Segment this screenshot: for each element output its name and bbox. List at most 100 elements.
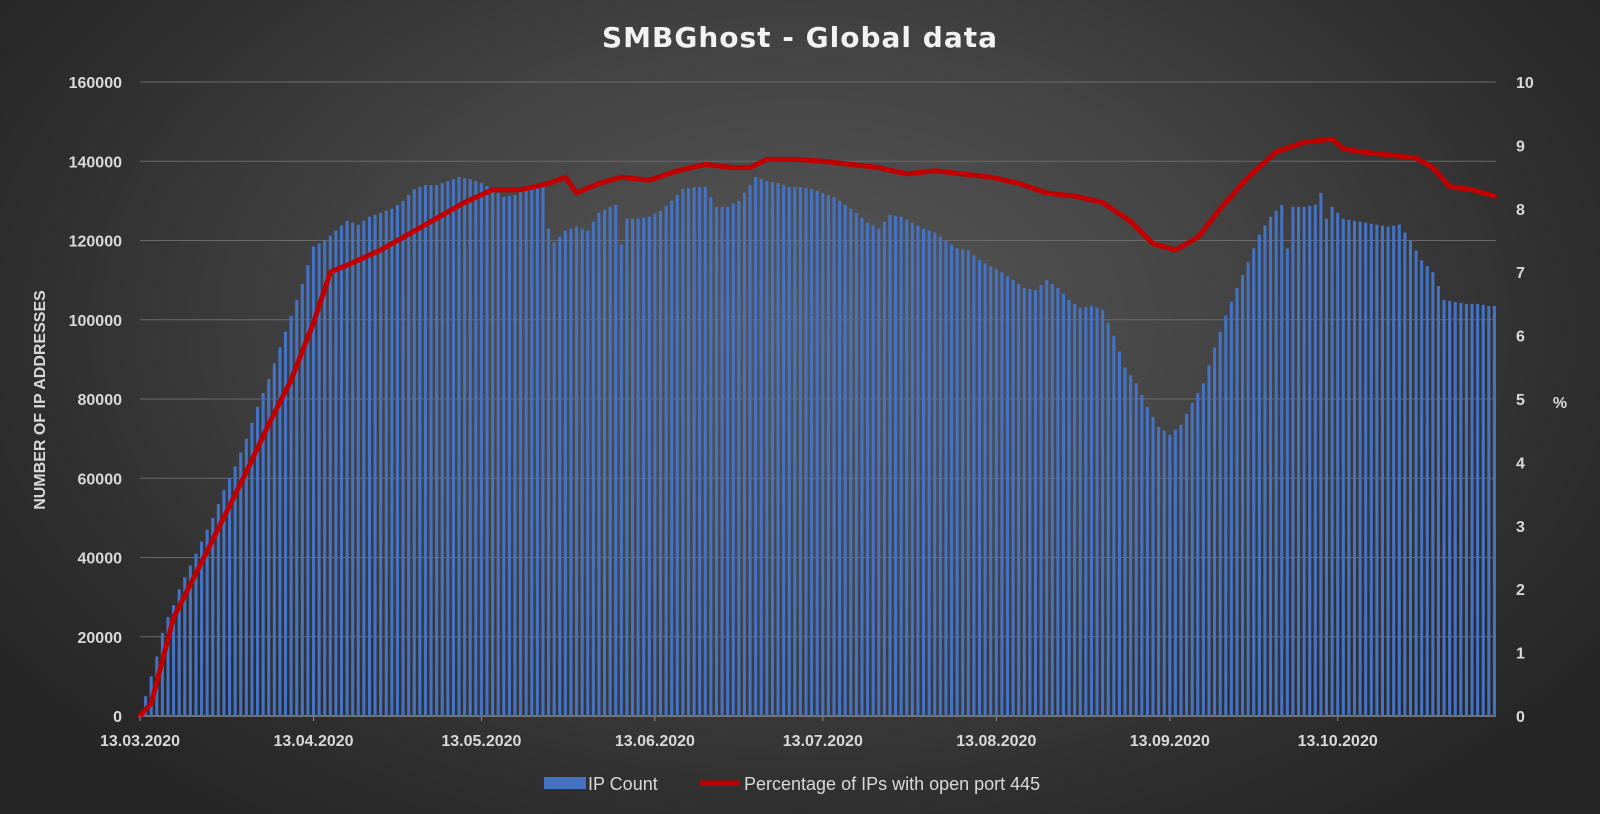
- bar: [888, 214, 892, 717]
- bar: [278, 347, 282, 716]
- bar: [328, 235, 332, 717]
- bar: [1436, 286, 1440, 716]
- bar: [1101, 309, 1105, 716]
- bar: [860, 217, 864, 716]
- bar: [782, 185, 786, 716]
- y-axis-left: 0 20000 40000 60000 80000 100000 120000 140000 1…: [69, 75, 122, 726]
- y-tick-label: 80000: [78, 392, 123, 409]
- bar: [642, 217, 646, 716]
- bar: [244, 438, 248, 717]
- bar: [1459, 302, 1463, 716]
- bar: [1364, 222, 1368, 717]
- bar: [267, 379, 271, 716]
- bar: [961, 249, 965, 717]
- bar: [1492, 305, 1496, 716]
- bar: [910, 222, 914, 717]
- bar: [754, 177, 758, 717]
- bar: [933, 232, 937, 716]
- bar: [228, 478, 232, 716]
- x-tick-label: 13.03.2020: [100, 733, 180, 750]
- bar: [759, 179, 763, 716]
- y-tick-label: 0: [113, 709, 122, 726]
- bar: [703, 187, 707, 716]
- bar: [1129, 375, 1133, 716]
- bar: [1067, 299, 1071, 716]
- bar: [1302, 206, 1306, 716]
- bar: [849, 208, 853, 717]
- y2-axis-title: %: [1553, 395, 1567, 412]
- bar: [916, 225, 920, 716]
- bar: [222, 490, 226, 716]
- bar: [586, 230, 590, 716]
- bar: [1213, 347, 1217, 716]
- bar: [373, 214, 377, 717]
- bar: [1375, 224, 1379, 716]
- bar: [451, 179, 455, 716]
- bar: [989, 266, 993, 716]
- bar: [602, 209, 607, 717]
- bar: [866, 222, 870, 717]
- bar: [681, 188, 685, 717]
- bar: [1380, 225, 1385, 716]
- bar: [608, 206, 612, 716]
- bar: [714, 206, 719, 716]
- bar: [1420, 260, 1424, 716]
- bar: [1341, 218, 1345, 716]
- bar: [625, 218, 629, 716]
- bar: [423, 185, 427, 716]
- bar: [474, 181, 478, 716]
- bar: [1241, 275, 1245, 716]
- bar: [211, 517, 215, 717]
- bar: [160, 632, 164, 716]
- bar: [1481, 304, 1485, 716]
- bar: [1140, 395, 1144, 716]
- bar: [1218, 331, 1222, 716]
- y2-tick-label: 10: [1516, 75, 1534, 92]
- bar: [972, 255, 976, 717]
- y2-tick-label: 9: [1516, 138, 1525, 155]
- bar: [1201, 383, 1205, 716]
- bar: [726, 206, 730, 716]
- bar: [1028, 289, 1032, 716]
- bar: [351, 222, 355, 717]
- y-tick-label: 120000: [69, 234, 122, 251]
- y2-tick-label: 2: [1516, 582, 1525, 599]
- bar: [709, 196, 713, 716]
- bar: [1134, 383, 1138, 716]
- y2-tick-label: 7: [1516, 265, 1525, 282]
- y-axis-right: 0 1 2 3 4 5 6 7 8 9 10: [1516, 75, 1534, 726]
- bar: [1285, 248, 1289, 717]
- legend-label-percentage: Percentage of IPs with open port 445: [744, 774, 1040, 794]
- bar: [1392, 225, 1396, 716]
- bar: [1291, 206, 1295, 716]
- bar: [1280, 204, 1284, 716]
- y-tick-label: 140000: [69, 154, 122, 171]
- bar: [563, 230, 567, 716]
- bar: [591, 221, 595, 716]
- bar: [283, 331, 288, 716]
- bar: [1252, 248, 1256, 717]
- chart-title: SMBGhost - Global data: [602, 21, 998, 54]
- bar: [804, 188, 808, 716]
- y2-tick-label: 0: [1516, 709, 1525, 726]
- bar: [944, 240, 948, 716]
- y2-tick-label: 5: [1516, 392, 1525, 409]
- bar: [647, 216, 651, 717]
- bar: [1408, 240, 1413, 716]
- bar: [1336, 212, 1340, 716]
- bar: [614, 204, 618, 716]
- bar: [418, 187, 422, 716]
- bar: [384, 210, 388, 716]
- bar: [188, 565, 192, 716]
- bar: [1022, 288, 1026, 716]
- bar: [619, 244, 623, 716]
- bar: [272, 363, 276, 716]
- bar: [1045, 280, 1049, 717]
- bar: [770, 182, 774, 717]
- bar-series: [144, 177, 1496, 717]
- bar: [1056, 288, 1060, 716]
- bar: [1313, 204, 1317, 716]
- bar: [1039, 285, 1043, 716]
- y-tick-label: 100000: [69, 313, 122, 330]
